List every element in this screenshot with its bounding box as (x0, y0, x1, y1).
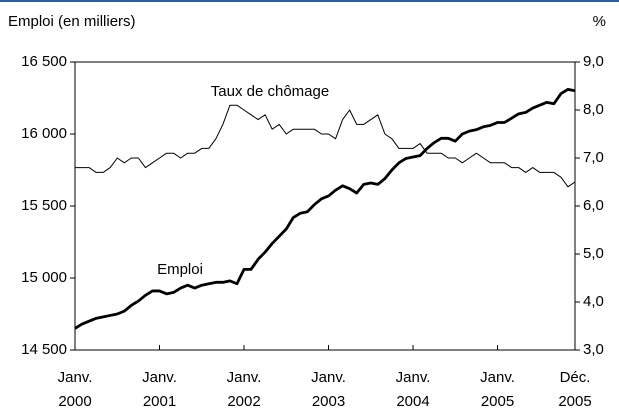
x-tick-label: Janv. 2000 (57, 369, 93, 410)
plot-frame (74, 61, 576, 351)
annotation: Emploi (157, 261, 203, 278)
annotation: Taux de chômage (211, 83, 329, 100)
y-tick-label: 16 500 (21, 53, 67, 70)
line-y2 (75, 104, 576, 188)
y2-tick-label: 5,0 (583, 245, 604, 262)
y-axis-title: Emploi (en milliers) (8, 13, 136, 30)
y2-tick-label: 6,0 (583, 197, 604, 214)
y-tick-label: 15 500 (21, 197, 67, 214)
x-tick-label: Janv. 2001 (142, 369, 177, 410)
y2-tick-label: 3,0 (583, 341, 604, 358)
x-tick-label: Janv. 2004 (395, 369, 431, 410)
y-tick-label: 15 000 (21, 269, 67, 286)
line-y (74, 87, 576, 330)
y2-tick-label: 7,0 (583, 149, 604, 166)
x-tick-label: Janv. 2003 (311, 369, 346, 410)
y2-tick-label: 4,0 (583, 293, 604, 310)
x-tick-label: Janv. 2005 (480, 369, 515, 410)
x-tick-label: Déc. 2005 (558, 369, 592, 410)
y-tick-label: 14 500 (21, 341, 67, 358)
y2-tick-label: 9,0 (583, 53, 604, 70)
y2-tick-label: 8,0 (583, 101, 604, 118)
y2-axis-title: % (593, 13, 606, 30)
y-tick-label: 16 000 (21, 125, 67, 142)
x-tick-label: Janv. 2002 (226, 369, 262, 410)
